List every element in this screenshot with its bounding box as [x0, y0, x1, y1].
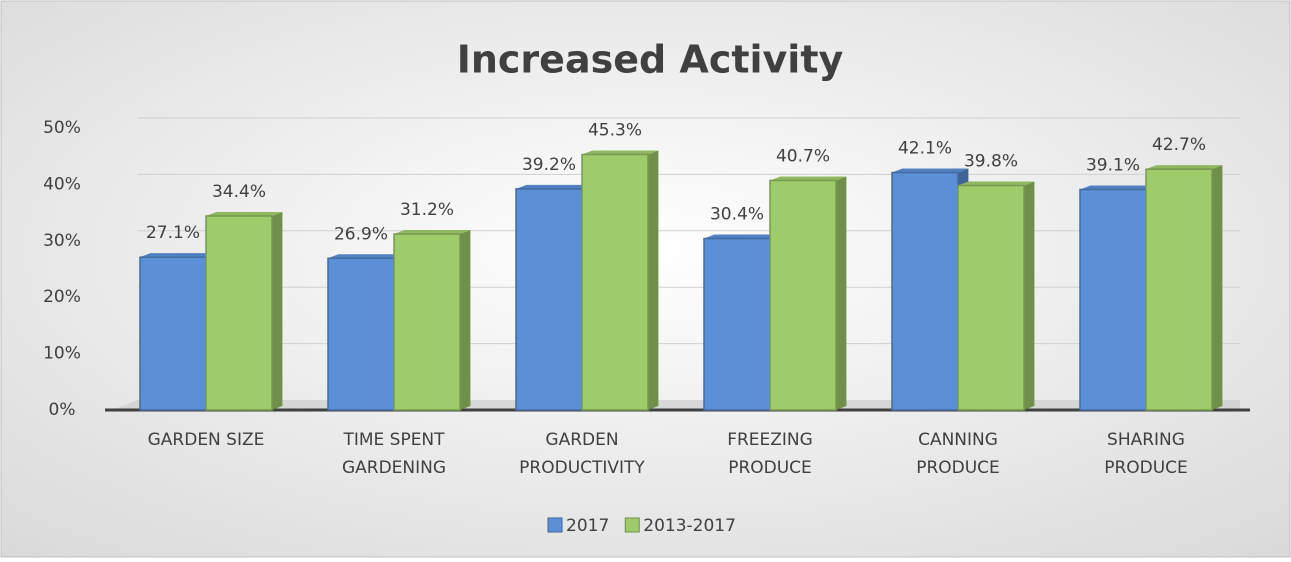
bar [205, 211, 283, 411]
y-tick-label: 40% [43, 174, 81, 194]
bar-face [327, 257, 395, 411]
bar [581, 150, 659, 411]
y-tick-label: 10% [43, 344, 81, 364]
bar-face [205, 215, 273, 411]
bar [703, 234, 781, 411]
bar-face [957, 184, 1025, 411]
data-label: 39.8% [964, 152, 1018, 172]
x-tick-label: TIME SPENT [342, 430, 445, 450]
bar-face [1146, 165, 1223, 170]
bar [1079, 185, 1157, 411]
bar [515, 184, 593, 411]
bar [393, 230, 471, 411]
bar [1145, 165, 1223, 411]
bar-face [892, 168, 969, 173]
bar-face [328, 254, 405, 259]
data-label: 34.4% [212, 182, 266, 202]
x-tick-label: GARDENING [342, 458, 446, 478]
data-label: 39.2% [522, 155, 576, 175]
y-tick-label: 0% [49, 400, 76, 420]
bar-face [139, 256, 207, 411]
legend-swatch [624, 517, 640, 533]
bar-face [1024, 181, 1035, 410]
x-tick-label: PRODUCE [728, 458, 812, 478]
bar-face [394, 230, 471, 235]
bar-face [648, 150, 659, 410]
legend-label: 2013-2017 [643, 516, 736, 536]
x-tick-label: FREEZING [727, 430, 813, 450]
data-label: 45.3% [588, 121, 642, 141]
bar-face [581, 153, 649, 411]
x-tick-label: GARDEN [545, 430, 618, 450]
bar [957, 181, 1035, 411]
bar-face [891, 171, 959, 411]
x-tick-label: SHARING [1107, 430, 1185, 450]
x-tick-label: PRODUCE [916, 458, 1000, 478]
x-tick-label: PRODUCTIVITY [519, 458, 645, 478]
data-label: 26.9% [334, 224, 388, 244]
bar [769, 176, 847, 411]
bar [327, 254, 405, 411]
legend-label: 2017 [566, 516, 609, 536]
bar-face [582, 150, 659, 155]
legend-swatch [547, 517, 563, 533]
bar-face [1145, 168, 1213, 411]
bar-face [140, 253, 217, 258]
bar-face [1079, 188, 1147, 411]
data-label: 30.4% [710, 205, 764, 225]
data-label: 31.2% [400, 200, 454, 220]
bar-face [769, 179, 837, 411]
bar-face [704, 234, 781, 239]
bar-face [206, 211, 283, 216]
bar-face [272, 211, 283, 410]
x-tick-label: CANNING [918, 430, 998, 450]
bar-face [836, 176, 847, 410]
y-tick-label: 50% [43, 118, 81, 138]
y-tick-label: 20% [43, 287, 81, 307]
bar-face [516, 184, 593, 189]
data-label: 40.7% [776, 146, 830, 166]
y-tick-label: 30% [43, 231, 81, 251]
bar-face [460, 230, 471, 410]
data-label: 42.7% [1152, 135, 1206, 155]
x-tick-label: PRODUCE [1104, 458, 1188, 478]
data-label: 39.1% [1086, 155, 1140, 175]
data-label: 27.1% [146, 223, 200, 243]
bar [891, 168, 969, 411]
bar-face [1080, 185, 1157, 190]
chart-title: Increased Activity [457, 38, 844, 82]
bar-face [515, 188, 583, 411]
bar-face [703, 237, 771, 411]
bar-face [1212, 165, 1223, 410]
bar-face [393, 233, 461, 411]
data-label: 42.1% [898, 139, 952, 159]
bar-face [770, 176, 847, 181]
x-tick-label: GARDEN SIZE [148, 430, 265, 450]
bar [139, 253, 217, 411]
bar-face [958, 181, 1035, 186]
